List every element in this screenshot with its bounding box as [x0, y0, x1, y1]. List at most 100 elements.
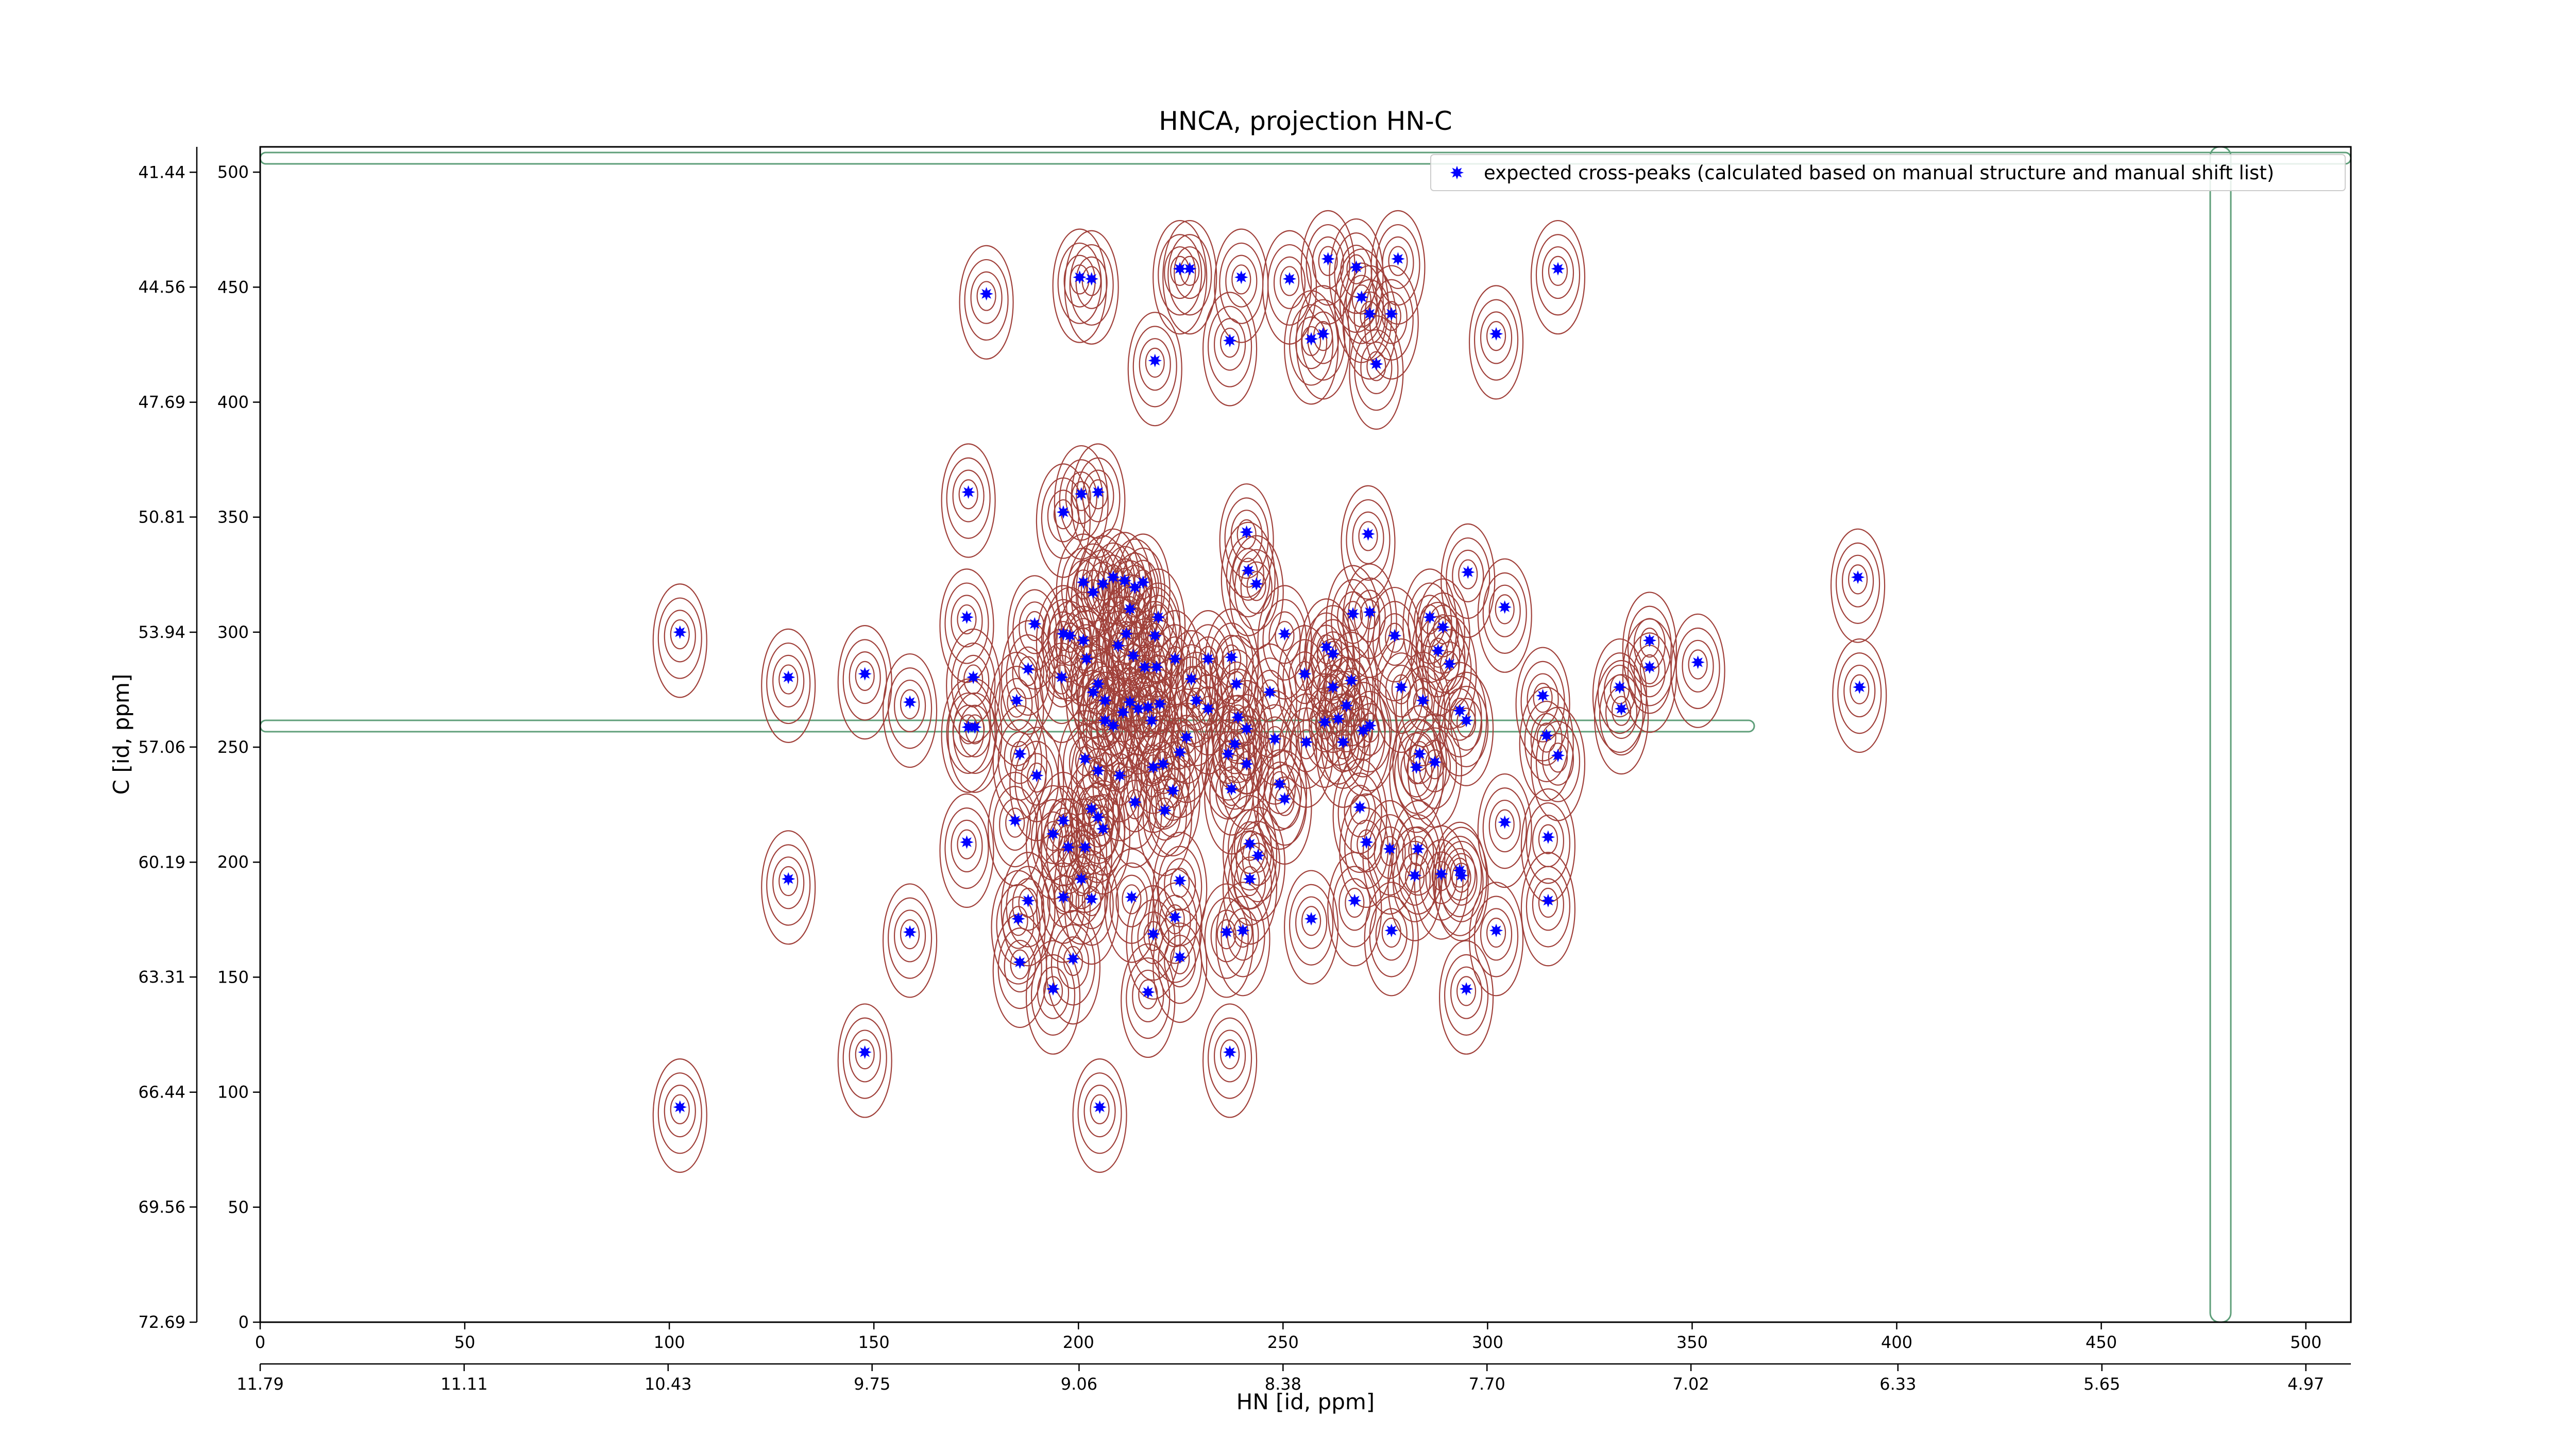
- contour: [939, 793, 994, 908]
- contour: [1077, 1072, 1122, 1154]
- cross-peak: [1021, 893, 1035, 908]
- contour: [951, 595, 983, 648]
- contour: [1333, 729, 1353, 760]
- cross-peak: [1056, 505, 1071, 519]
- contour: [778, 866, 799, 897]
- cross-peak: [1106, 570, 1121, 584]
- contour: [1495, 594, 1515, 625]
- contour: [1495, 809, 1515, 839]
- cross-peak: [1030, 768, 1044, 783]
- contour: [1332, 866, 1377, 948]
- cross-peak: [1642, 660, 1657, 674]
- contour: [1835, 542, 1880, 624]
- contour: [1444, 685, 1489, 768]
- contour: [1265, 726, 1285, 756]
- contour: [1670, 613, 1725, 728]
- contour: [1289, 884, 1334, 966]
- contour: [1219, 327, 1240, 358]
- contour: [957, 604, 977, 635]
- contour: [1548, 256, 1568, 286]
- contour: [1174, 246, 1206, 299]
- contour: [952, 469, 985, 522]
- cross-peak: [1363, 307, 1377, 321]
- contour: [1065, 856, 1097, 909]
- cross-peak: [1078, 840, 1092, 854]
- x-tick-label: 50: [454, 1332, 476, 1352]
- cross-peak: [1348, 893, 1362, 908]
- cross-peak: [1461, 565, 1475, 579]
- contour: [1284, 870, 1339, 985]
- y2-tick-label: 66.44: [138, 1083, 185, 1102]
- contour: [1036, 848, 1091, 963]
- contour: [1402, 568, 1458, 683]
- cross-peak: [1098, 714, 1112, 728]
- contour: [1473, 299, 1519, 381]
- contour: [664, 610, 696, 663]
- y2-tick-label: 57.06: [138, 737, 185, 757]
- cross-peak: [967, 670, 980, 684]
- contour: [997, 927, 1042, 1009]
- contour: [900, 919, 920, 950]
- x-tick-label: 450: [2086, 1332, 2117, 1352]
- contour: [1176, 724, 1197, 755]
- contour: [951, 642, 996, 724]
- contour: [1170, 715, 1203, 768]
- contour: [1153, 908, 1208, 1023]
- contour: [1219, 483, 1274, 598]
- contour: [1273, 256, 1306, 309]
- cross-peak: [1151, 610, 1165, 625]
- contour: [1432, 662, 1487, 777]
- contour: [1837, 652, 1882, 734]
- contour: [1296, 729, 1316, 760]
- contour: [1122, 884, 1142, 915]
- contour: [1477, 773, 1532, 888]
- contour: [1408, 836, 1428, 866]
- contour: [1170, 868, 1190, 898]
- contour: [1369, 896, 1414, 977]
- contour: [1526, 802, 1571, 884]
- legend-marker: [1450, 165, 1464, 180]
- cross-peak: [1013, 747, 1027, 761]
- y-tick-label: 500: [217, 162, 249, 182]
- contour: [1374, 826, 1406, 879]
- contour: [1279, 266, 1300, 296]
- contour: [1311, 619, 1355, 701]
- contour: [1213, 318, 1246, 371]
- contour: [1121, 943, 1176, 1058]
- contour: [1434, 826, 1489, 941]
- cross-peak: [1225, 650, 1239, 664]
- contour: [664, 1085, 696, 1138]
- contour: [944, 807, 989, 889]
- contour: [1639, 654, 1659, 685]
- y2-tick-label: 50.81: [138, 507, 185, 527]
- contour: [1221, 896, 1265, 977]
- cross-peak: [1539, 729, 1553, 743]
- contour: [1375, 291, 1408, 344]
- x-axis-label: HN [id, ppm]: [1236, 1389, 1375, 1414]
- contour: [1025, 940, 1081, 1055]
- cross-peak: [1074, 487, 1089, 501]
- contour: [1225, 731, 1245, 762]
- contour: [1404, 863, 1425, 893]
- cross-peak: [1263, 685, 1277, 699]
- cross-peak: [968, 720, 982, 734]
- contour: [1047, 874, 1079, 927]
- contour: [1396, 814, 1440, 896]
- cross-peak: [1498, 815, 1512, 829]
- x-tick-label: 100: [654, 1332, 685, 1352]
- contour: [1231, 264, 1251, 295]
- x2-tick-label: 9.75: [854, 1374, 890, 1394]
- cross-peak: [782, 670, 795, 684]
- contour: [1295, 896, 1328, 949]
- cross-peak: [1091, 810, 1105, 824]
- contour: [1045, 910, 1101, 1025]
- contour: [1001, 852, 1056, 967]
- cross-peak: [1489, 923, 1503, 938]
- y-axis-label: C [id, ppm]: [109, 674, 134, 795]
- contour: [1532, 878, 1565, 931]
- contour: [1073, 569, 1093, 600]
- cross-peak: [1149, 660, 1164, 674]
- contour: [1037, 966, 1070, 1019]
- cross-peak: [1409, 760, 1423, 774]
- contour: [1458, 559, 1478, 589]
